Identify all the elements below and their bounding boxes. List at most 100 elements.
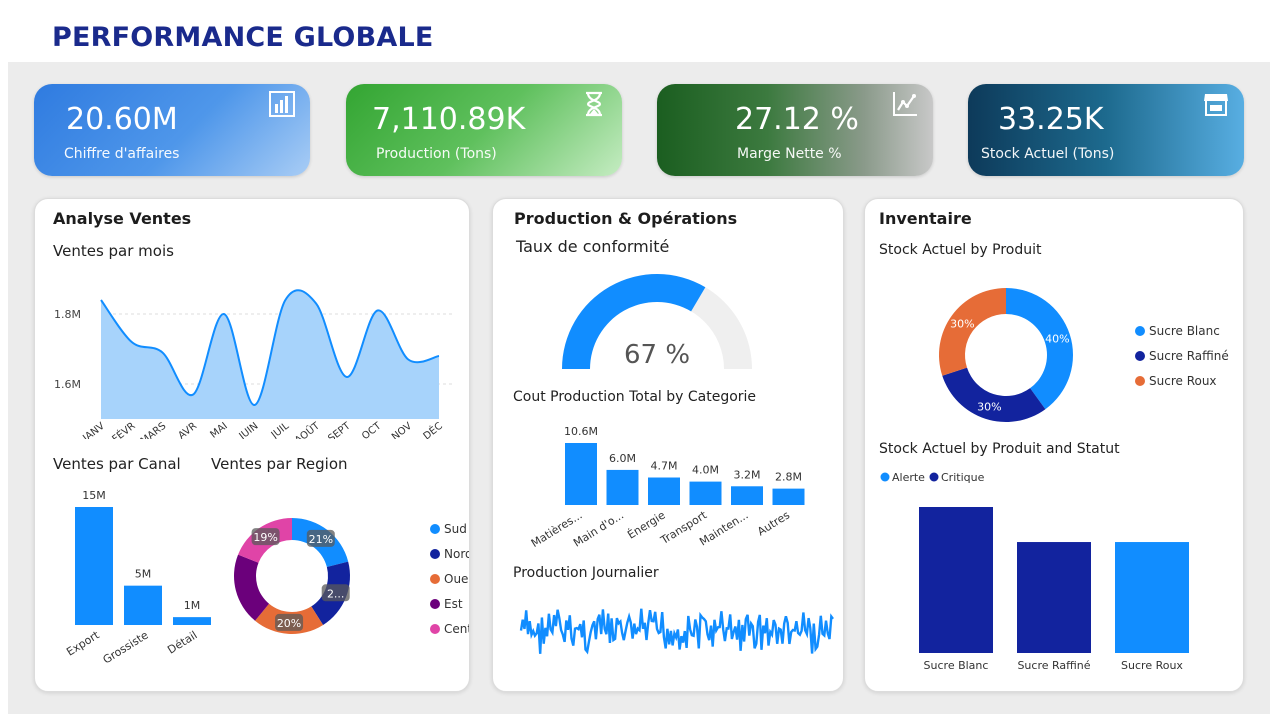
legend-marker: [929, 472, 939, 482]
bar-category: [689, 481, 722, 505]
data-label: 2...: [327, 587, 345, 600]
x-tick-label: FÉVR: [109, 419, 137, 439]
data-label: 20%: [277, 617, 301, 630]
bar-category: [606, 469, 639, 505]
data-label-box: [306, 529, 335, 547]
data-label: 2.8M: [775, 471, 802, 484]
chart-title-ventes-par-mois: Ventes par mois: [53, 242, 174, 260]
data-label: 4.0M: [692, 464, 719, 477]
chart-title-ventes-par-canal: Ventes par Canal: [53, 455, 181, 473]
bar-product: [1017, 542, 1091, 653]
data-label: 6.0M: [609, 452, 636, 465]
data-label: 21%: [309, 533, 333, 546]
x-tick-label: MAI: [208, 421, 229, 439]
store-icon: [1204, 94, 1228, 116]
trend-line-icon: [893, 92, 917, 116]
chart-title-production-journalier: Production Journalier: [513, 565, 659, 581]
data-label: 10.6M: [564, 425, 598, 438]
kpi-label: Stock Actuel (Tons): [981, 146, 1115, 162]
data-label: 1M: [184, 599, 201, 612]
chart-stock-par-produit[interactable]: 40% 30% 30% Sucre Blanc Sucre Raffiné Sucre R…: [865, 279, 1245, 429]
legend-label: Nord: [444, 547, 469, 561]
legend-label: Sucre Blanc: [1149, 324, 1220, 338]
chart-title-ventes-par-region: Ventes par Region: [211, 455, 348, 473]
legend-marker: [430, 549, 440, 559]
chart-title-taux-conformite: Taux de conformité: [516, 237, 670, 256]
bar-category: [772, 488, 805, 505]
legend-label: Ouest: [444, 572, 469, 586]
panel-title: Inventaire: [879, 209, 972, 228]
x-tick-label: JANV: [80, 421, 107, 439]
y-tick-label: 1.8M: [54, 308, 81, 321]
panel-analyse-ventes: Analyse Ventes Ventes par mois 1.6M 1.8M J…: [34, 198, 470, 692]
bar-category: [731, 486, 763, 505]
data-label: 5M: [135, 568, 152, 581]
kpi-label: Marge Nette %: [737, 146, 842, 162]
legend-label: Sud: [444, 522, 467, 536]
chart-taux-conformite[interactable]: 67 %: [493, 271, 845, 381]
x-tick-label: Grossiste: [101, 628, 151, 666]
data-label: 19%: [253, 531, 277, 544]
data-label: 30%: [977, 400, 1001, 413]
x-tick-label: AVR: [176, 421, 199, 439]
panel-inventaire: Inventaire Stock Actuel by Produit 40% 30…: [864, 198, 1244, 692]
kpi-label: Chiffre d'affaires: [64, 146, 180, 162]
x-tick-label: MARS: [139, 421, 168, 439]
legend-label: Sucre Raffiné: [1149, 349, 1229, 363]
chart-production-journalier[interactable]: [493, 593, 845, 673]
chart-title-stock-par-produit: Stock Actuel by Produit: [879, 242, 1042, 258]
x-tick-label: Sucre Blanc: [924, 659, 989, 672]
chart-ventes-par-mois[interactable]: 1.6M 1.8M JANV FÉVR MARS AVR MAI JUIN JUIL AOÛT SE…: [35, 269, 471, 439]
legend-marker: [1135, 376, 1145, 386]
bar-category: [648, 477, 680, 505]
x-tick-label: Export: [64, 628, 102, 658]
hourglass-icon: [586, 91, 602, 117]
chart-title-stock-par-statut: Stock Actuel by Produit and Statut: [879, 441, 1120, 457]
daily-line: [519, 608, 834, 655]
legend-marker: [430, 624, 440, 634]
y-tick-label: 1.6M: [54, 378, 81, 391]
kpi-value: 20.60M: [66, 102, 178, 137]
x-tick-label: NOV: [390, 421, 414, 439]
chart-ventes-par-canal[interactable]: 15M Export 5M Grossiste 1M Détail: [35, 479, 215, 679]
chart-stock-par-statut[interactable]: Alerte Critique Sucre Blanc Sucre Raffiné Su…: [865, 465, 1245, 681]
kpi-card-marge-nette[interactable]: 27.12 % Marge Nette %: [657, 84, 933, 176]
x-tick-label: Autres: [755, 508, 792, 538]
data-label: 15M: [82, 489, 106, 502]
x-tick-label: Détail: [165, 629, 199, 657]
kpi-value: 27.12 %: [735, 102, 859, 137]
legend-marker: [1135, 351, 1145, 361]
page-title: PERFORMANCE GLOBALE: [52, 22, 434, 53]
kpi-value: 33.25K: [998, 102, 1104, 137]
bar-grossiste: [124, 585, 162, 625]
panel-title: Analyse Ventes: [53, 209, 192, 228]
kpi-card-chiffre-affaires[interactable]: 20.60M Chiffre d'affaires: [34, 84, 310, 176]
chart-ventes-par-region[interactable]: 21% 2... 20% 19% Sud Nord Ouest Est Centre: [215, 479, 469, 679]
x-tick-label: DÉC: [420, 419, 445, 439]
kpi-card-stock-actuel[interactable]: 33.25K Stock Actuel (Tons): [968, 84, 1244, 176]
slice-sucre-blanc: [1006, 288, 1073, 410]
x-tick-label: SEPT: [326, 420, 353, 439]
data-label-box: [321, 584, 350, 602]
legend-marker: [880, 472, 890, 482]
legend-label: Critique: [941, 471, 985, 484]
bar-export: [75, 507, 113, 625]
bar-detail: [173, 617, 211, 625]
bar-category: [565, 443, 597, 505]
legend-label: Est: [444, 597, 463, 611]
chart-title-cout-production: Cout Production Total by Categorie: [513, 389, 757, 405]
kpi-card-production[interactable]: 7,110.89K Production (Tons): [346, 84, 622, 176]
x-tick-label: OCT: [360, 420, 384, 439]
panel-title: Production & Opérations: [514, 209, 738, 228]
legend-marker: [430, 574, 440, 584]
data-label: 30%: [950, 317, 974, 330]
panel-production-operations: Production & Opérations Taux de conformi…: [492, 198, 844, 692]
slice-sucre-roux: [939, 288, 1006, 376]
x-tick-label: Sucre Raffiné: [1017, 659, 1090, 672]
slice-est: [234, 554, 270, 621]
bar-product: [919, 507, 993, 653]
legend-label: Sucre Roux: [1149, 374, 1217, 388]
data-label: 3.2M: [734, 468, 761, 481]
legend-label: Alerte: [892, 471, 925, 484]
